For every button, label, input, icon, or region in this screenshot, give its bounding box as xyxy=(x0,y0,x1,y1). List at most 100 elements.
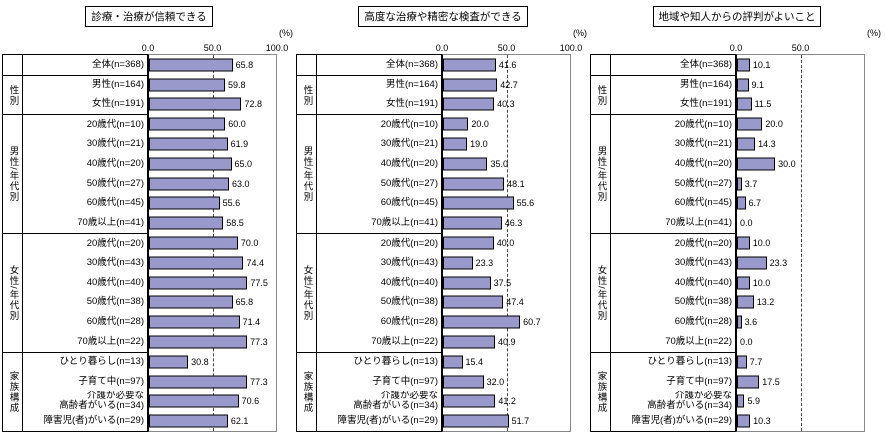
category-label: 70歳以上(n=41) xyxy=(77,217,144,229)
bar-value-label: 62.1 xyxy=(230,416,249,427)
bar-value-label: 46.3 xyxy=(504,218,523,229)
bar xyxy=(443,117,469,131)
bar-row: 10.1 xyxy=(737,55,864,75)
bar-value-label: 51.7 xyxy=(511,416,530,427)
bar xyxy=(443,216,502,230)
plot-area: 65.8 59.8 72.8 60.0 61.9 65.0 63.0 55.6 58.5 70.0… xyxy=(148,54,277,432)
category-label: 20歳代(n=20) xyxy=(611,233,735,253)
category-label: 男性(n=164) xyxy=(611,74,735,95)
category-grid: 全体(n=368) 性別 男性(n=164) 女性(n=191) 男性/年代別 20歳代(… xyxy=(296,54,442,432)
category-label: 全体(n=368) xyxy=(91,58,144,70)
chart-title-row: 高度な治療や精密な検査ができる xyxy=(296,6,590,30)
group-label: 家族構成 xyxy=(3,351,23,431)
bar-row: 51.7 xyxy=(443,411,570,431)
bar-value-label: 20.0 xyxy=(471,119,489,130)
bar-value-label: 10.3 xyxy=(753,416,771,427)
bar xyxy=(149,137,228,151)
category-label: 全体(n=368) xyxy=(679,58,732,70)
chart-reputation: 地域や知人からの評判がよいこと (%) 0.0 50.0 全体(n=368) 性別男… xyxy=(590,6,884,432)
bar-value-label: 32.0 xyxy=(486,376,505,387)
bar-row: 70.6 xyxy=(149,392,276,412)
bar xyxy=(737,177,742,191)
bar-value-label: 9.1 xyxy=(751,79,765,90)
bar xyxy=(737,58,750,72)
bar xyxy=(737,196,746,210)
category-label: 20歳代(n=20) xyxy=(317,233,441,253)
chart-body: 全体(n=368) 性別 男性(n=164) 女性(n=191) 男性/年代別 20歳代(… xyxy=(296,54,590,432)
bar-value-label: 0.0 xyxy=(740,218,753,229)
value-axis: (%) 0.0 50.0 100.0 xyxy=(296,28,590,54)
chart-body: 全体(n=368) 性別 男性(n=164) 女性(n=191) 男性/年代別 20歳代(… xyxy=(2,54,296,432)
bar-value-label: 23.3 xyxy=(475,257,494,268)
axis-tick-label: 0.0 xyxy=(435,43,449,53)
bar-value-label: 47.4 xyxy=(506,297,524,308)
bar xyxy=(149,216,224,230)
bar-row: 30.8 xyxy=(149,352,276,372)
bar xyxy=(737,315,742,329)
bar-row: 35.0 xyxy=(443,154,570,174)
bar-row: 23.3 xyxy=(443,253,570,273)
bar xyxy=(149,355,189,369)
axis-tick-label: 100.0 xyxy=(559,43,583,53)
bar-row: 3.6 xyxy=(737,312,864,332)
group-label: 女性/年代別 xyxy=(297,233,317,352)
reference-line xyxy=(506,55,508,431)
bar-row: 40.9 xyxy=(443,332,570,352)
category-label: 子育て中(n=97) xyxy=(78,375,144,387)
category-label: 介護が必要な 高齢者がいる(n=34) xyxy=(353,391,438,412)
bar xyxy=(737,117,763,131)
bar xyxy=(443,78,498,92)
chart-title: 診療・治療が信頼できる xyxy=(85,6,213,27)
category-label: 40歳代(n=40) xyxy=(86,276,144,288)
bar-value-label: 30.8 xyxy=(191,356,209,367)
bar-value-label: 6.7 xyxy=(748,198,762,209)
bar xyxy=(737,375,760,389)
category-label: 30歳代(n=43) xyxy=(674,256,732,268)
bar-row: 77.3 xyxy=(149,372,276,392)
bar-value-label: 10.0 xyxy=(752,277,771,288)
group-label: 女性/年代別 xyxy=(591,233,611,352)
bar xyxy=(149,375,248,389)
category-label: 20歳代(n=10) xyxy=(611,114,735,134)
bar-row: 55.6 xyxy=(443,194,570,214)
group-spacer xyxy=(3,55,23,75)
category-label: 30歳代(n=21) xyxy=(674,138,732,150)
bar-row: 55.6 xyxy=(149,194,276,214)
axis-ticks: (%) 0.0 50.0 100.0 xyxy=(142,28,293,54)
bar-value-label: 37.5 xyxy=(493,277,512,288)
bar-value-label: 35.0 xyxy=(490,158,508,169)
bar-value-label: 70.0 xyxy=(240,238,259,249)
bar-value-label: 19.0 xyxy=(470,139,488,150)
bar xyxy=(443,236,494,250)
chart-title-row: 診療・治療が信頼できる xyxy=(2,6,296,30)
category-label: 70歳以上(n=41) xyxy=(665,217,732,229)
unit-label: (%) xyxy=(279,28,293,38)
bar-row: 70.0 xyxy=(149,233,276,253)
value-axis: (%) 0.0 50.0 100.0 xyxy=(2,28,296,54)
category-label: 障害児(者)がいる(n=29) xyxy=(337,415,438,427)
category-label: 40歳代(n=20) xyxy=(380,157,438,169)
bar-value-label: 11.5 xyxy=(754,99,772,110)
bar-row: 77.5 xyxy=(149,273,276,293)
bar xyxy=(149,256,244,270)
bar xyxy=(443,256,473,270)
bar-row: 77.3 xyxy=(149,332,276,352)
bar-value-label: 63.0 xyxy=(232,178,250,189)
category-label: 30歳代(n=21) xyxy=(380,138,438,150)
category-label: 70歳以上(n=41) xyxy=(371,217,438,229)
category-label: 70歳以上(n=22) xyxy=(665,335,732,347)
group-label: 性別 xyxy=(591,74,611,115)
bar-value-label: 48.1 xyxy=(507,178,525,189)
bar xyxy=(737,355,747,369)
bar xyxy=(737,78,749,92)
bar-value-label: 40.0 xyxy=(496,238,515,249)
bar-value-label: 30.0 xyxy=(778,158,796,169)
category-label: 全体(n=368) xyxy=(385,58,438,70)
bar xyxy=(149,58,233,72)
group-spacer xyxy=(297,55,317,75)
category-label: 50歳代(n=27) xyxy=(674,177,732,189)
bar-row: 58.5 xyxy=(149,213,276,233)
bar xyxy=(149,394,239,408)
category-label: 30歳代(n=21) xyxy=(86,138,144,150)
bar-row: 40.3 xyxy=(443,95,570,115)
